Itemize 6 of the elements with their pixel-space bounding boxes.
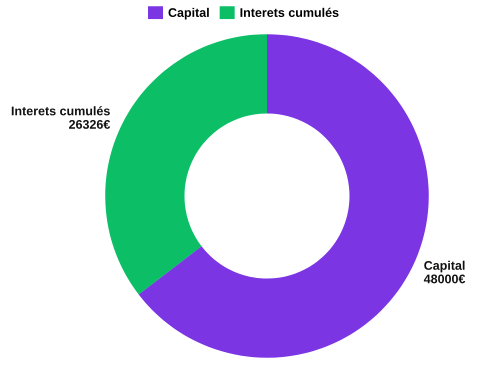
legend-label: Interets cumulés	[240, 8, 338, 17]
data-label: 48000€	[424, 274, 466, 284]
data-label: 26326€	[69, 120, 110, 129]
slice-label: Interets cumulés	[12, 106, 110, 116]
legend-label: Capital	[168, 8, 209, 20]
slice-label: Capital	[424, 260, 465, 272]
